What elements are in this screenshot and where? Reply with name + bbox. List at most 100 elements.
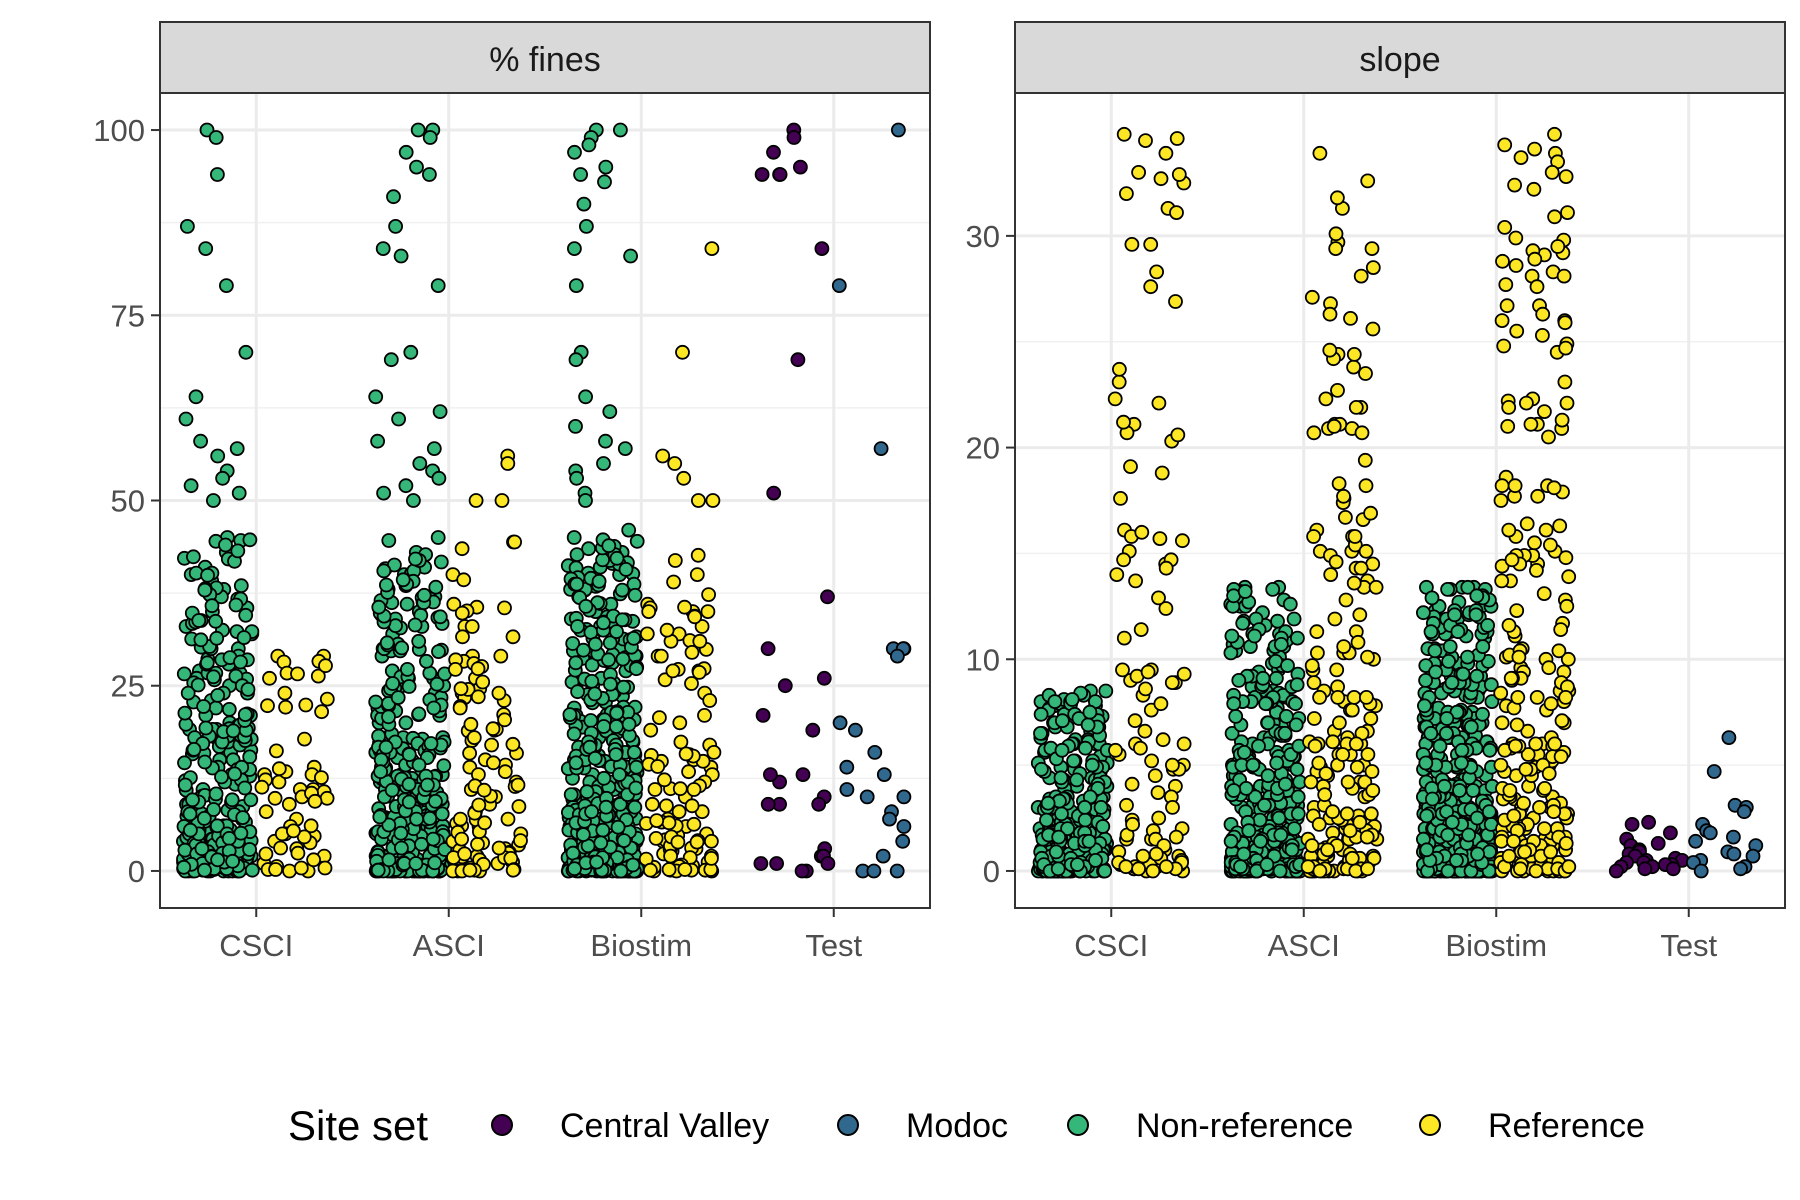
- data-point: [1481, 804, 1497, 820]
- data-point: [1309, 624, 1325, 640]
- data-point: [427, 793, 443, 809]
- data-point: [1553, 749, 1569, 764]
- data-point: [1326, 418, 1342, 434]
- data-point: [587, 750, 603, 766]
- data-point: [296, 829, 312, 845]
- data-point: [285, 823, 301, 839]
- panel-slope: slope 0 10 20 30 CSCI ASCI Biostim Test: [966, 21, 1786, 963]
- data-point: [446, 596, 462, 612]
- data-point: [455, 629, 470, 645]
- data-point: [1154, 465, 1170, 481]
- data-point: [1151, 810, 1167, 826]
- data-point: [497, 764, 513, 780]
- data-point: [218, 278, 234, 294]
- data-point: [569, 470, 584, 486]
- data-point: [1552, 518, 1568, 534]
- data-point: [1082, 704, 1098, 720]
- data-point: [876, 767, 892, 782]
- data-point: [433, 554, 449, 570]
- data-point: [1561, 569, 1577, 585]
- data-point: [612, 796, 628, 812]
- data-point: [1518, 761, 1534, 777]
- data-point: [1336, 488, 1351, 504]
- data-point: [1493, 493, 1509, 508]
- data-point: [407, 617, 423, 633]
- data-point: [602, 404, 618, 420]
- data-point: [617, 441, 633, 457]
- data-point: [376, 485, 392, 501]
- data-point: [1098, 683, 1114, 699]
- data-point: [1360, 173, 1376, 189]
- y-tick-label: 75: [111, 298, 145, 333]
- data-point: [1501, 618, 1517, 633]
- data-point: [569, 576, 585, 592]
- data-point: [676, 470, 692, 486]
- data-point: [258, 804, 274, 820]
- data-point: [1138, 681, 1153, 697]
- data-point: [179, 218, 195, 234]
- data-point: [629, 533, 645, 549]
- data-point: [494, 493, 510, 508]
- data-point: [390, 690, 406, 705]
- data-point: [882, 811, 897, 827]
- data-point: [1125, 817, 1140, 832]
- data-point: [1306, 711, 1322, 726]
- data-point: [218, 537, 233, 553]
- data-point: [769, 856, 784, 871]
- data-point: [1529, 690, 1545, 705]
- data-point: [303, 818, 319, 834]
- legend-entry: Modoc: [837, 1107, 1008, 1145]
- data-point: [1354, 425, 1370, 441]
- data-point: [1255, 670, 1271, 686]
- data-point: [1329, 662, 1345, 678]
- data-point: [670, 834, 686, 850]
- data-point: [1128, 573, 1143, 589]
- points: [175, 122, 912, 879]
- data-point: [1439, 711, 1455, 726]
- data-point: [198, 241, 214, 257]
- data-point: [1424, 590, 1440, 606]
- data-point: [1168, 294, 1183, 309]
- data-point: [491, 840, 507, 856]
- data-point: [1272, 863, 1288, 879]
- data-point: [1726, 846, 1742, 862]
- data-point: [224, 792, 240, 808]
- data-point: [579, 218, 594, 234]
- data-point: [1259, 857, 1275, 872]
- legend: Site set Central Valley Modoc Non-referenc…: [288, 1102, 1645, 1149]
- data-point: [643, 862, 658, 878]
- data-point: [277, 685, 293, 701]
- data-point: [231, 485, 247, 501]
- axes: 0 25 50 75 100 CSCI ASCI Biostim Test: [93, 113, 862, 963]
- data-point: [381, 817, 397, 833]
- data-point: [1365, 260, 1381, 276]
- data-point: [206, 669, 221, 685]
- data-point: [381, 852, 397, 868]
- data-point: [1688, 833, 1703, 849]
- data-point: [569, 547, 585, 562]
- data-point: [1637, 861, 1653, 877]
- data-point: [760, 796, 776, 812]
- data-point: [383, 352, 399, 368]
- data-point: [1508, 230, 1524, 246]
- data-point: [614, 582, 630, 598]
- data-point: [427, 855, 443, 871]
- data-point: [686, 782, 702, 797]
- data-point: [431, 470, 447, 486]
- data-point: [1455, 666, 1471, 682]
- data-point: [428, 579, 444, 595]
- y-tick-label: 20: [966, 431, 1000, 466]
- data-point: [378, 739, 394, 755]
- data-point: [447, 662, 463, 677]
- data-point: [378, 577, 394, 593]
- data-point: [1078, 740, 1093, 756]
- data-point: [1095, 819, 1111, 834]
- data-point: [1546, 480, 1562, 496]
- data-point: [839, 759, 855, 775]
- data-point: [1475, 706, 1490, 722]
- data-point: [197, 754, 213, 770]
- data-point: [1419, 808, 1435, 824]
- data-point: [1495, 253, 1510, 269]
- data-point: [200, 567, 216, 583]
- data-point: [1428, 664, 1443, 680]
